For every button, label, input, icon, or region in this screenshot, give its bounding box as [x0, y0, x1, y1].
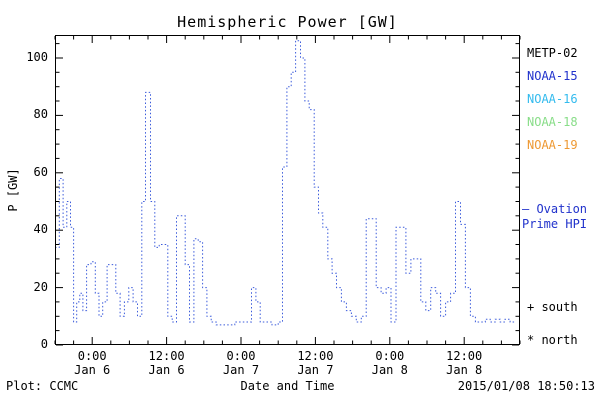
y-tick-label: 40 — [33, 222, 48, 237]
generation-timestamp: 2015/01/08 18:50:13 — [457, 379, 595, 393]
legend-item-noaa-19: NOAA-19 — [527, 138, 578, 152]
y-tick-label: 100 — [26, 49, 48, 64]
x-tick-label: 0:00 Jan 6 — [74, 349, 111, 377]
satellite-legend: METP-02 NOAA-15 NOAA-16 NOAA-18 NOAA-19 — [527, 0, 600, 170]
ovation-label-line2: Prime HPI — [522, 217, 588, 231]
legend-item-metp-02: METP-02 — [527, 46, 578, 60]
north-marker-label: * north — [527, 333, 578, 347]
chart-title: Hemispheric Power [GW] — [177, 13, 398, 31]
south-marker-label: + south — [527, 300, 578, 314]
ovation-label-line1: — Ovation — [522, 202, 588, 216]
x-axis-label: Date and Time — [240, 379, 335, 393]
x-tick-label: 0:00 Jan 8 — [371, 349, 408, 377]
y-tick-label: 60 — [33, 164, 48, 179]
plot-credit: Plot: CCMC — [6, 379, 79, 393]
legend-item-noaa-15: NOAA-15 — [527, 69, 578, 83]
x-tick-label: 12:00 Jan 6 — [148, 349, 185, 377]
x-tick-label: 0:00 Jan 7 — [222, 349, 260, 377]
legend-item-noaa-16: NOAA-16 — [527, 92, 578, 106]
y-tick-label: 80 — [33, 107, 48, 122]
y-tick-label: 0 — [40, 337, 48, 351]
y-tick-label: 20 — [33, 279, 48, 294]
x-tick-label: 12:00 Jan 8 — [446, 349, 483, 377]
x-tick-label: 12:00 Jan 7 — [297, 349, 334, 377]
legend-item-noaa-18: NOAA-18 — [527, 115, 578, 129]
